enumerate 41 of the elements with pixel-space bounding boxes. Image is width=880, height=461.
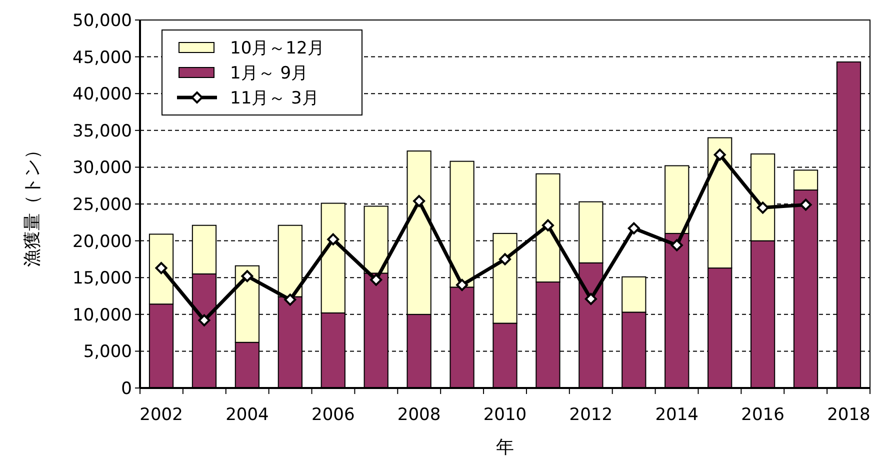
- y-tick-label: 35,000: [72, 121, 132, 142]
- y-tick-label: 0: [121, 378, 132, 399]
- point: [714, 148, 726, 161]
- y-tick-label: 40,000: [72, 84, 132, 105]
- y-tick-label: 45,000: [72, 48, 132, 68]
- y-tick-label: 20,000: [72, 232, 132, 252]
- y-tick-label: 15,000: [72, 268, 132, 289]
- point: [198, 314, 210, 326]
- point: [327, 233, 340, 246]
- y-tick-label: 5,000: [83, 342, 132, 362]
- point: [456, 278, 468, 291]
- point: [413, 195, 426, 208]
- point: [241, 270, 254, 282]
- x-axis-title: 年: [496, 437, 514, 458]
- y-tick-label: 50,000: [72, 10, 132, 31]
- x-tick-label: 2018: [827, 405, 870, 425]
- legend-label: 10月～12月: [230, 38, 324, 58]
- point: [756, 202, 769, 214]
- legend-label: 1月～ 9月: [230, 63, 308, 84]
- x-tick-label: 2010: [483, 405, 527, 425]
- y-tick-label: 30,000: [72, 158, 132, 178]
- point: [800, 198, 812, 211]
- point: [670, 239, 683, 252]
- x-tick-label: 2006: [312, 405, 355, 425]
- point: [155, 262, 168, 274]
- x-tick-label: 2004: [226, 405, 269, 425]
- y-tick-label: 10,000: [72, 305, 132, 326]
- x-tick-label: 2002: [140, 405, 183, 425]
- point: [542, 219, 554, 232]
- y-tick-label: 25,000: [72, 194, 132, 215]
- point: [284, 294, 296, 306]
- point: [370, 274, 382, 286]
- x-tick-label: 2014: [655, 405, 698, 425]
- legend-label: 11月～ 3月: [230, 88, 319, 108]
- x-tick-label: 2012: [569, 405, 613, 425]
- x-tick-label: 2008: [397, 405, 441, 425]
- x-tick-label: 2016: [741, 405, 784, 425]
- point: [584, 292, 597, 305]
- point: [628, 222, 640, 234]
- point: [499, 253, 511, 266]
- y-axis-title: 漁獲量（トン）: [22, 141, 43, 267]
